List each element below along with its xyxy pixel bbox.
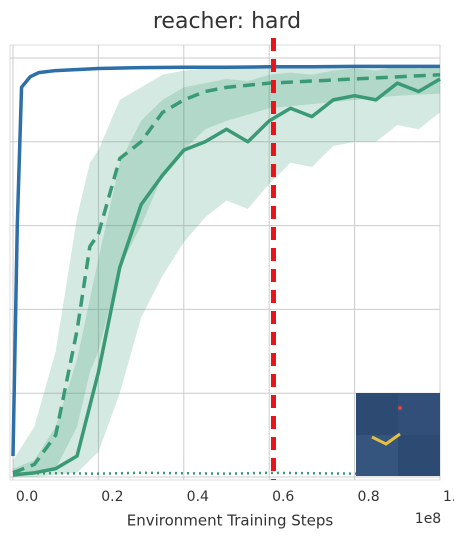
x-offset-label: 1e8 bbox=[415, 511, 441, 527]
chart-title: reacher: hard bbox=[153, 9, 301, 34]
x-tick-label: 0.6 bbox=[272, 489, 294, 505]
x-tick-label: 0.0 bbox=[16, 489, 38, 505]
x-tick-label: 0.4 bbox=[187, 489, 209, 505]
x-tick-label: 0.8 bbox=[357, 489, 379, 505]
x-axis-label: Environment Training Steps bbox=[127, 512, 334, 530]
chart: reacher: hard Environment Training Steps… bbox=[0, 0, 454, 532]
x-tick-label: 0.2 bbox=[101, 489, 123, 505]
inset-image bbox=[356, 393, 440, 476]
x-tick-label: 1.0 bbox=[443, 489, 454, 505]
